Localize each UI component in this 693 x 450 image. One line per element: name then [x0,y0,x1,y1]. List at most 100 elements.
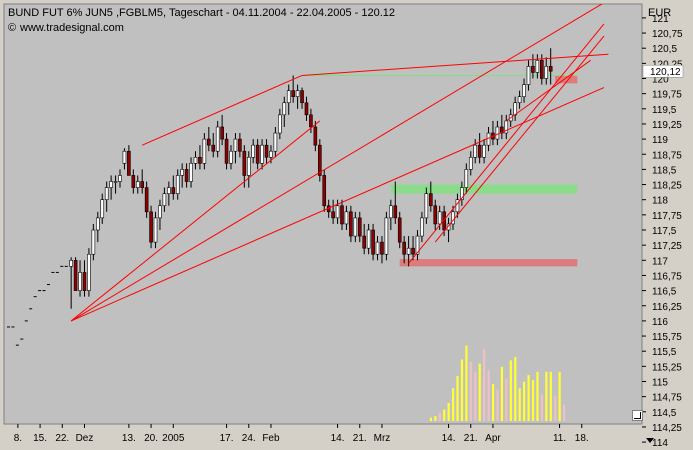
y-tick-label: 120 [652,75,669,86]
candle-body [353,217,358,237]
y-tick-label: 115 [652,378,668,389]
candle-body [175,175,180,194]
volume-bar [518,388,521,421]
volume-bar [563,404,566,421]
x-tick-label: 14. [331,433,345,444]
candle-body [335,205,340,219]
candle-body [167,187,171,194]
candle-body [144,187,149,213]
candle-body [411,247,415,255]
y-tick-label: 120,25 [652,59,683,70]
candle-body [184,169,189,182]
candle-body [349,211,353,237]
candle-body [295,90,300,97]
candle-body [224,138,229,164]
y-tick-label: 117,25 [652,241,682,252]
candle-body [433,205,438,225]
volume-bar [469,361,472,421]
y-tick-label: 121 [652,14,669,25]
y-tick-label: 120,75 [652,29,683,40]
candle-body [544,66,549,79]
candle-body [118,175,122,182]
candle-body [473,144,478,158]
candle-body [260,144,264,164]
candle-body [215,126,220,152]
volume-bar [487,370,490,421]
trendlines-layer [70,4,609,322]
candle-body [153,217,158,243]
trendline [70,120,321,322]
candle-body [500,126,504,134]
candle-body [135,181,140,188]
volume-bar [549,371,552,421]
volume-bar [545,371,548,421]
volume-bar [496,389,499,421]
candle-body [242,150,247,176]
candle-body [273,132,278,152]
candle-body [535,60,540,73]
volume-bar [460,359,464,421]
y-tick-label: 116,5 [652,287,677,298]
volume-bar [540,394,543,421]
zones-layer [302,74,578,267]
candle-body [229,150,233,164]
x-tick-label: Dez [76,433,94,444]
candle-body [340,205,344,225]
x-tick-label: 8. [14,433,22,444]
candle-body [495,126,500,140]
candle-body [100,199,105,219]
volume-bar [483,348,486,421]
y-tick-label: 117 [652,256,668,267]
candle-body [91,229,96,255]
candle-body [322,175,327,207]
candle-body [127,150,131,176]
candle-body [464,169,469,188]
candle-body [548,66,553,72]
zone-red [399,259,578,267]
y-tick-label: 116 [652,317,668,328]
volume-bar [465,345,468,421]
x-tick-label: 17. [220,433,234,444]
candle-body [424,193,429,219]
zone-green [390,184,578,194]
candle-body [158,205,162,219]
y-tick-label: 116,25 [652,302,682,313]
candle-body [513,102,517,116]
volume-bar [438,412,441,421]
candle-body [82,272,87,291]
y-tick-label: 114,5 [652,408,677,419]
y-tick-label: 119 [652,135,668,146]
volume-bar [447,402,450,421]
volume-bar [500,366,504,421]
y-axis: 121 120,75 120,5 120,25 120 119,75 119,5 119,25… [642,14,684,449]
scroll-down-arrow-icon[interactable] [646,438,654,443]
x-tick-label: 14. [442,433,456,444]
candle-body [113,181,118,183]
candle-body [78,272,82,291]
candle-body [264,144,269,158]
candle-body [309,114,313,128]
x-tick-label: 2005 [162,433,185,444]
resize-corner-button[interactable] [632,410,643,421]
trendline [70,4,603,322]
candle-body [286,90,291,104]
candle-body [313,126,318,146]
candle-body [238,138,242,152]
candle-body [171,187,176,194]
y-tick-label: 116,75 [652,271,682,282]
volume-bar [527,375,530,421]
candle-body [317,144,322,176]
candle-body [304,102,309,116]
volume-bar [443,409,446,421]
candle-body [366,229,371,249]
candle-body [202,138,207,164]
candle-body [149,211,153,243]
candle-body [180,169,184,176]
y-tick-label: 119,25 [652,120,682,131]
y-tick-label: 120,5 [652,44,677,55]
candle-body [193,156,198,164]
candle-body [402,241,406,255]
volume-bar [531,380,535,421]
candle-body [393,205,398,219]
